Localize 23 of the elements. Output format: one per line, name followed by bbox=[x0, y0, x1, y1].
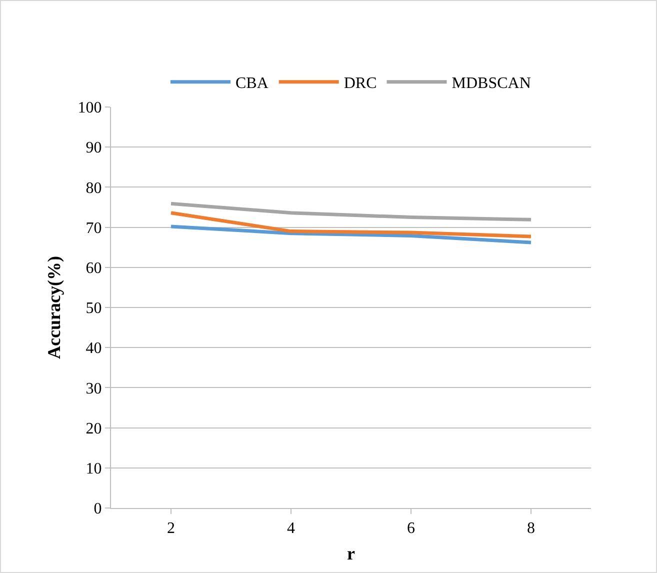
legend-label: CBA bbox=[236, 75, 269, 92]
legend-label: DRC bbox=[344, 75, 377, 92]
legend-label: MDBSCAN bbox=[452, 75, 532, 92]
y-tick-label: 50 bbox=[86, 300, 102, 318]
y-tick-label: 20 bbox=[86, 420, 102, 438]
y-tick-label: 70 bbox=[86, 220, 102, 237]
y-tick-label: 30 bbox=[86, 380, 102, 398]
x-axis-title: r bbox=[347, 543, 355, 564]
x-tick-label: 8 bbox=[527, 520, 535, 538]
y-tick-label: 90 bbox=[86, 140, 102, 157]
y-tick-label: 100 bbox=[78, 100, 102, 117]
y-tick-label: 10 bbox=[86, 460, 102, 478]
y-tick-label: 80 bbox=[86, 180, 102, 197]
line-series bbox=[169, 211, 533, 238]
x-tick-label: 4 bbox=[287, 520, 295, 538]
y-tick-label: 40 bbox=[86, 340, 102, 358]
x-tick-label: 2 bbox=[167, 520, 175, 538]
line-series bbox=[169, 202, 533, 222]
y-axis-title: Accuracy(%) bbox=[44, 256, 64, 359]
y-tick-label: 60 bbox=[86, 260, 102, 277]
line-series bbox=[169, 224, 533, 244]
y-tick-label: 0 bbox=[94, 500, 102, 518]
x-tick-label: 6 bbox=[407, 520, 415, 538]
